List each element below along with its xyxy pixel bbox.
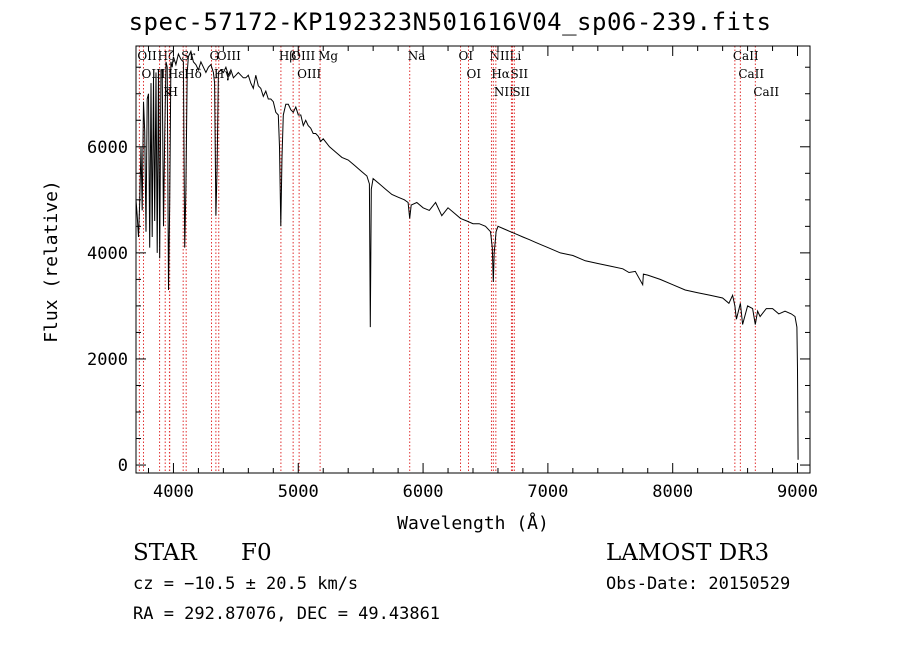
y-axis-label: Flux (relative): [41, 180, 62, 343]
x-axis-label: Wavelength (Å): [397, 512, 549, 534]
line-label: CaII: [753, 85, 779, 99]
plot-frame: [135, 45, 811, 474]
object-type: STAR: [133, 540, 197, 566]
spectral-subclass: F0: [241, 540, 272, 566]
line-label: Hε: [168, 67, 185, 81]
x-tick-label: 9000: [777, 482, 818, 502]
line-label: NII: [489, 49, 509, 63]
line-label: NII: [494, 85, 514, 99]
axis-ticks: 4000 5000 6000 7000 8000 9000 0 2000 4000 6000: [87, 46, 818, 502]
x-tick-label: 4000: [153, 482, 194, 502]
line-label: OI: [459, 49, 474, 63]
line-label: K: [163, 85, 173, 99]
line-label: Hδ: [184, 67, 202, 81]
x-tick-label: 5000: [278, 482, 319, 502]
line-label: OIII: [291, 49, 315, 63]
x-tick-label: 6000: [403, 482, 444, 502]
line-label: Li: [509, 49, 521, 63]
line-label: Mg: [318, 49, 338, 63]
survey-name: LAMOST DR3: [606, 540, 770, 566]
chart-title: spec-57172-KP192323N501616V04_sp06-239.f…: [128, 8, 772, 36]
line-label: H: [167, 85, 177, 99]
line-label: G: [210, 49, 220, 63]
line-label: CaII: [733, 49, 759, 63]
line-label: CaII: [738, 67, 764, 81]
line-label: SII: [512, 85, 530, 99]
line-label: SII: [510, 67, 528, 81]
x-tick-label: 7000: [527, 482, 568, 502]
line-label: Hζ: [158, 49, 175, 63]
line-label: Na: [408, 49, 426, 63]
obs-date: Obs-Date: 20150529: [606, 574, 791, 594]
x-tick-label: 8000: [652, 482, 693, 502]
line-label: OIII: [297, 67, 321, 81]
line-label: OIII: [217, 49, 241, 63]
y-tick-label: 4000: [87, 244, 128, 264]
redshift-value: cz = −10.5 ± 20.5 km/s: [133, 574, 359, 594]
y-tick-label: 0: [118, 456, 128, 476]
line-label: Hβ: [279, 49, 296, 63]
line-label: OII: [137, 49, 157, 63]
coordinates: RA = 292.87076, DEC = 49.43861: [133, 604, 441, 624]
y-tick-label: 2000: [87, 350, 128, 370]
series-line-flux: [135, 49, 799, 460]
line-label: OI: [467, 67, 482, 81]
y-tick-label: 6000: [87, 138, 128, 158]
line-label: Hα: [491, 67, 510, 81]
